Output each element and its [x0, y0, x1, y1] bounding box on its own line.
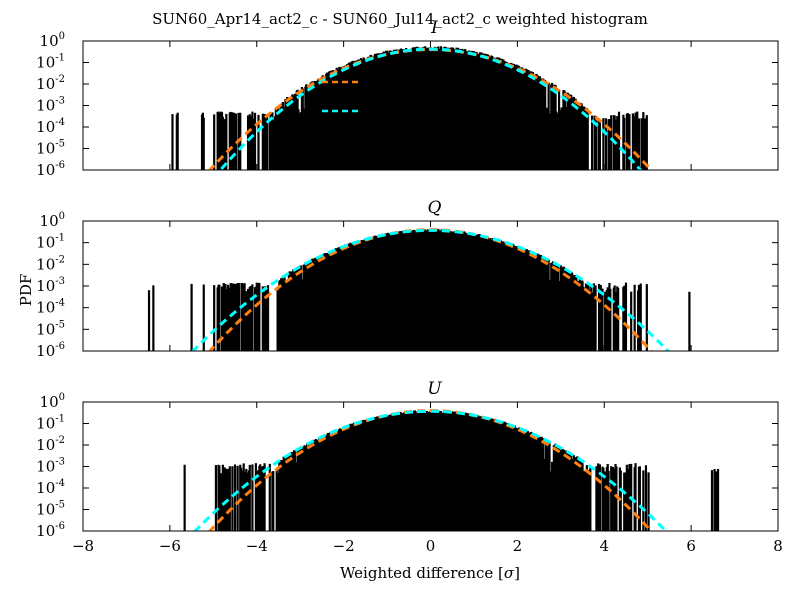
x-tick-label: −6 — [159, 537, 181, 555]
x-tick-label: −2 — [333, 537, 355, 555]
panel-title-i: I — [430, 18, 438, 38]
y-tick-label: 10-6 — [36, 160, 65, 179]
y-tick-label: 10-3 — [36, 96, 65, 115]
x-tick-label: 8 — [773, 537, 783, 555]
legend-swatch-data — [321, 132, 361, 148]
y-tick-label: 100 — [40, 211, 65, 230]
y-tick-label: 10-4 — [36, 298, 65, 317]
panel-u: U −8 −6 −4 −2 0 2 4 6 8 100 10-1 10-2 10-3 10-4 10-5 10-… — [36, 379, 783, 555]
legend: White noise Fitted Gaussian Data — [321, 72, 523, 152]
x-tick-label: 2 — [513, 537, 523, 555]
y-tick-label: 100 — [40, 392, 65, 411]
y-tick-label: 10-3 — [36, 276, 65, 295]
x-tick-label: 6 — [686, 537, 696, 555]
y-tick-label: 10-5 — [36, 500, 65, 519]
curve-fitted-gaussian — [193, 409, 668, 531]
panel-q: Q 100 10-1 10-2 10-3 10-4 10-5 10-6 — [36, 198, 779, 360]
y-tick-label: 10-1 — [36, 53, 65, 72]
y-axis-label: PDF — [17, 274, 35, 307]
legend-item-data: Data — [321, 130, 421, 152]
legend-label-white-noise: White noise — [376, 72, 488, 94]
x-tick-label: 0 — [426, 537, 436, 555]
x-axis-label: Weighted difference [σ] — [340, 564, 520, 582]
legend-item-fitted-gaussian: Fitted Gaussian — [322, 101, 523, 123]
x-tick-label: −8 — [72, 537, 94, 555]
plot-area — [183, 409, 720, 531]
y-tick-label: 10-1 — [36, 233, 65, 252]
y-tick-label: 10-2 — [36, 435, 65, 454]
y-tick-label: 10-4 — [36, 117, 65, 136]
y-tick-label: 10-5 — [36, 319, 65, 338]
plot-area — [147, 228, 691, 351]
y-tick-label: 10-6 — [36, 521, 65, 540]
y-tick-label: 10-2 — [36, 254, 65, 273]
y-tick-label: 100 — [40, 31, 65, 50]
y-tick-label: 10-5 — [36, 139, 65, 158]
y-tick-label: 10-4 — [36, 478, 65, 497]
panels: I 100 10-1 10-2 10-3 10-4 10-5 10-6 Q 100 10-1 10-2… — [36, 18, 783, 555]
curve-fitted-gaussian — [190, 228, 671, 351]
y-tick-label: 10-1 — [36, 414, 65, 433]
x-tick-label: −4 — [246, 537, 268, 555]
y-tick-label: 10-3 — [36, 457, 65, 476]
figure-title: SUN60_Apr14_act2_c - SUN60_Jul14_act2_c … — [152, 10, 648, 28]
legend-label-data: Data — [376, 130, 421, 152]
curve-fitted-gaussian — [218, 47, 643, 170]
x-tick-label: 4 — [599, 537, 609, 555]
panel-title-u: U — [427, 379, 442, 399]
y-tick-label: 10-6 — [36, 341, 65, 360]
panel-title-q: Q — [428, 198, 442, 218]
legend-label-fitted-gaussian: Fitted Gaussian — [376, 101, 523, 123]
curve-white-noise — [207, 409, 654, 531]
legend-item-white-noise: White noise — [322, 72, 488, 94]
y-tick-label: 10-2 — [36, 74, 65, 93]
